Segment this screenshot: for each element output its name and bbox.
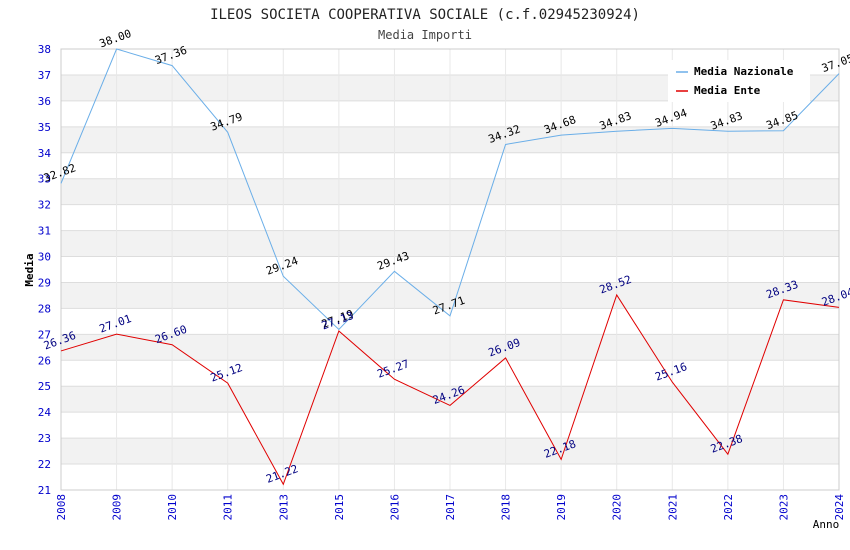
x-tick-label: 2024	[833, 494, 846, 521]
x-tick-label: 2008	[55, 494, 68, 521]
x-tick-label: 2023	[777, 494, 790, 521]
y-tick-label: 32	[38, 199, 51, 212]
plot-frame	[60, 48, 840, 491]
series-group	[60, 48, 840, 486]
series-line-media-ente	[60, 293, 840, 486]
x-tick-label: 2022	[722, 494, 735, 521]
x-tick-label: 2020	[611, 494, 624, 521]
x-tick-label: 2010	[166, 494, 179, 521]
y-tick-label: 28	[38, 302, 51, 315]
plot-background	[60, 48, 840, 491]
series-line-media-nazionale	[60, 48, 840, 331]
x-axis-label: Anno	[813, 518, 840, 531]
legend-label-media-ente: Media Ente	[694, 84, 761, 97]
y-tick-label: 29	[38, 276, 51, 289]
legend: Media Nazionale Media Ente	[668, 60, 810, 102]
x-tick-label: 2017	[444, 494, 457, 521]
y-tick-label: 34	[38, 147, 52, 160]
x-tick-label: 2019	[555, 494, 568, 521]
x-tick-label: 2021	[666, 494, 679, 521]
x-axis: 2008 2009 2010 2011 2013 2015 2016 2017 2018 2019…	[55, 494, 846, 521]
chart-title: ILEOS SOCIETA COOPERATIVA SOCIALE (c.f.0…	[210, 7, 640, 23]
y-tick-label: 22	[38, 458, 51, 471]
legend-box	[668, 60, 810, 102]
y-tick-label: 38	[38, 43, 51, 56]
y-tick-label: 21	[38, 484, 51, 497]
y-tick-label: 31	[38, 225, 51, 238]
y-axis-label: Media	[23, 253, 36, 286]
chart-subtitle: Media Importi	[378, 28, 472, 42]
x-tick-label: 2015	[333, 494, 346, 521]
x-tick-label: 2013	[277, 494, 290, 521]
x-tick-label: 2018	[500, 494, 513, 521]
y-tick-label: 27	[38, 328, 51, 341]
y-axis: 21 22 23 24 25 26 27 28 29 30 31 32 33 34 35 36 37 38	[38, 43, 52, 497]
x-tick-label: 2016	[388, 494, 401, 521]
y-tick-label: 30	[38, 251, 51, 264]
x-tick-label: 2011	[222, 494, 235, 521]
legend-label-media-nazionale: Media Nazionale	[694, 65, 794, 78]
data-label: 38.00	[98, 27, 134, 51]
y-tick-label: 25	[38, 380, 51, 393]
y-tick-label: 33	[38, 173, 51, 186]
y-tick-label: 35	[38, 121, 51, 134]
y-tick-label: 24	[38, 406, 52, 419]
y-tick-label: 26	[38, 354, 51, 367]
y-tick-label: 36	[38, 95, 51, 108]
y-tick-label: 37	[38, 69, 51, 82]
y-tick-label: 23	[38, 432, 51, 445]
x-tick-label: 2009	[111, 494, 124, 521]
